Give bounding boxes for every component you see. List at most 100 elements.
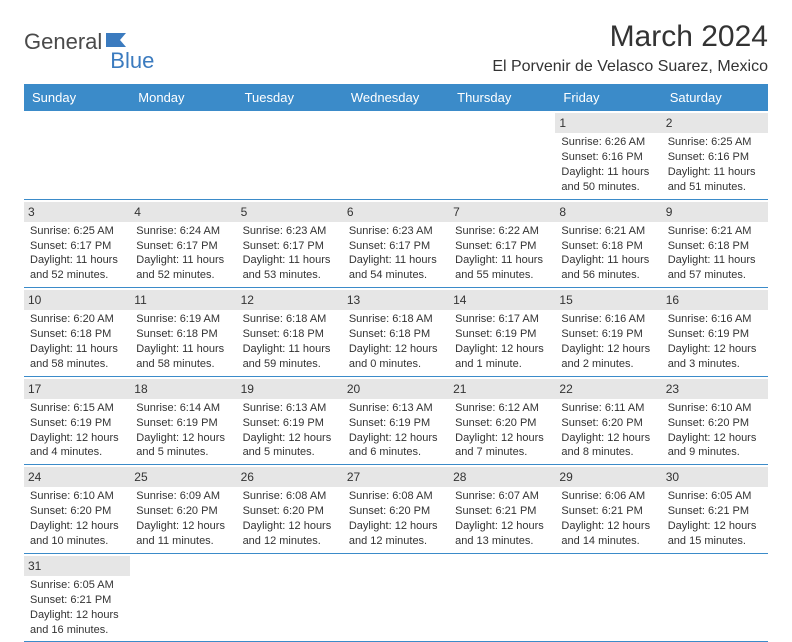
cell-daylight1: Daylight: 12 hours	[668, 519, 762, 534]
calendar-cell	[343, 111, 449, 199]
cell-daylight1: Daylight: 12 hours	[668, 342, 762, 357]
cell-sunrise: Sunrise: 6:21 AM	[668, 224, 762, 239]
day-number: 23	[662, 379, 768, 399]
calendar-week-row: 31Sunrise: 6:05 AMSunset: 6:21 PMDayligh…	[24, 553, 768, 642]
cell-daylight1: Daylight: 12 hours	[136, 431, 230, 446]
calendar-cell: 22Sunrise: 6:11 AMSunset: 6:20 PMDayligh…	[555, 376, 661, 465]
cell-daylight2: and 51 minutes.	[668, 180, 762, 195]
cell-daylight2: and 53 minutes.	[243, 268, 337, 283]
cell-sunset: Sunset: 6:17 PM	[243, 239, 337, 254]
calendar-cell: 20 Sunrise: 6:13 AMSunset: 6:19 PMDayligh…	[343, 376, 449, 465]
calendar-week-row: 17Sunrise: 6:15 AMSunset: 6:19 PMDayligh…	[24, 376, 768, 465]
calendar-cell: 2Sunrise: 6:25 AMSunset: 6:16 PMDaylight…	[662, 111, 768, 199]
calendar-body: 1Sunrise: 6:26 AMSunset: 6:16 PMDaylight…	[24, 111, 768, 642]
cell-daylight1: Daylight: 12 hours	[30, 431, 124, 446]
day-number: 9	[662, 202, 768, 222]
cell-daylight2: and 9 minutes.	[668, 445, 762, 460]
cell-daylight1: Daylight: 11 hours	[668, 165, 762, 180]
cell-sunset: Sunset: 6:21 PM	[561, 504, 655, 519]
cell-daylight2: and 1 minute.	[455, 357, 549, 372]
cell-daylight2: and 57 minutes.	[668, 268, 762, 283]
calendar-cell: 24Sunrise: 6:10 AMSunset: 6:20 PMDayligh…	[24, 465, 130, 554]
cell-sunset: Sunset: 6:20 PM	[136, 504, 230, 519]
month-title: March 2024	[492, 20, 768, 54]
calendar-cell	[449, 553, 555, 642]
cell-sunrise: Sunrise: 6:18 AM	[349, 312, 443, 327]
cell-sunrise: Sunrise: 6:15 AM	[30, 401, 124, 416]
cell-sunrise: Sunrise: 6:23 AM	[349, 224, 443, 239]
cell-daylight2: and 14 minutes.	[561, 534, 655, 549]
cell-daylight2: and 7 minutes.	[455, 445, 549, 460]
calendar-cell: 5Sunrise: 6:23 AMSunset: 6:17 PMDaylight…	[237, 199, 343, 288]
cell-daylight1: Daylight: 12 hours	[455, 342, 549, 357]
cell-sunset: Sunset: 6:19 PM	[455, 327, 549, 342]
cell-daylight1: Daylight: 12 hours	[136, 519, 230, 534]
cell-sunset: Sunset: 6:16 PM	[668, 150, 762, 165]
weekday-header: Monday	[130, 84, 236, 111]
cell-sunrise: Sunrise: 6:05 AM	[30, 578, 124, 593]
cell-daylight1: Daylight: 11 hours	[668, 253, 762, 268]
cell-sunrise: Sunrise: 6:16 AM	[668, 312, 762, 327]
cell-daylight2: and 12 minutes.	[349, 534, 443, 549]
cell-daylight1: Daylight: 12 hours	[349, 431, 443, 446]
day-number: 31	[24, 556, 130, 576]
calendar-cell	[130, 553, 236, 642]
cell-daylight1: Daylight: 12 hours	[455, 519, 549, 534]
day-number: 7	[449, 202, 555, 222]
calendar-cell: 31Sunrise: 6:05 AMSunset: 6:21 PMDayligh…	[24, 553, 130, 642]
cell-daylight2: and 8 minutes.	[561, 445, 655, 460]
calendar-cell: 7Sunrise: 6:22 AMSunset: 6:17 PMDaylight…	[449, 199, 555, 288]
weekday-header: Tuesday	[237, 84, 343, 111]
location-text: El Porvenir de Velasco Suarez, Mexico	[492, 58, 768, 76]
cell-sunrise: Sunrise: 6:13 AM	[243, 401, 337, 416]
calendar-cell	[343, 553, 449, 642]
cell-sunrise: Sunrise: 6:26 AM	[561, 135, 655, 150]
calendar-cell: 4Sunrise: 6:24 AMSunset: 6:17 PMDaylight…	[130, 199, 236, 288]
cell-sunrise: Sunrise: 6:25 AM	[30, 224, 124, 239]
calendar-cell	[237, 111, 343, 199]
day-number: 5	[237, 202, 343, 222]
calendar-cell	[449, 111, 555, 199]
calendar-cell: 12Sunrise: 6:18 AMSunset: 6:18 PMDayligh…	[237, 288, 343, 377]
cell-daylight1: Daylight: 12 hours	[243, 519, 337, 534]
calendar-cell: 6Sunrise: 6:23 AMSunset: 6:17 PMDaylight…	[343, 199, 449, 288]
cell-daylight1: Daylight: 11 hours	[243, 342, 337, 357]
calendar-cell: 19Sunrise: 6:13 AMSunset: 6:19 PMDayligh…	[237, 376, 343, 465]
cell-daylight2: and 58 minutes.	[30, 357, 124, 372]
day-number: 26	[237, 467, 343, 487]
logo-text-general: General	[24, 29, 102, 55]
cell-sunrise: Sunrise: 6:08 AM	[349, 489, 443, 504]
calendar-cell: 14Sunrise: 6:17 AMSunset: 6:19 PMDayligh…	[449, 288, 555, 377]
cell-sunset: Sunset: 6:18 PM	[30, 327, 124, 342]
cell-daylight1: Daylight: 11 hours	[349, 253, 443, 268]
cell-daylight1: Daylight: 11 hours	[30, 342, 124, 357]
title-block: March 2024 El Porvenir de Velasco Suarez…	[492, 20, 768, 76]
calendar-header-row: SundayMondayTuesdayWednesdayThursdayFrid…	[24, 84, 768, 111]
calendar-cell: 13Sunrise: 6:18 AMSunset: 6:18 PMDayligh…	[343, 288, 449, 377]
cell-sunrise: Sunrise: 6:09 AM	[136, 489, 230, 504]
cell-sunset: Sunset: 6:19 PM	[349, 416, 443, 431]
cell-sunrise: Sunrise: 6:05 AM	[668, 489, 762, 504]
cell-sunrise: Sunrise: 6:13 AM	[349, 401, 443, 416]
day-number: 14	[449, 290, 555, 310]
cell-sunset: Sunset: 6:17 PM	[30, 239, 124, 254]
calendar-week-row: 24Sunrise: 6:10 AMSunset: 6:20 PMDayligh…	[24, 465, 768, 554]
cell-daylight2: and 55 minutes.	[455, 268, 549, 283]
cell-sunrise: Sunrise: 6:23 AM	[243, 224, 337, 239]
calendar-cell	[662, 553, 768, 642]
cell-sunrise: Sunrise: 6:19 AM	[136, 312, 230, 327]
cell-sunset: Sunset: 6:18 PM	[349, 327, 443, 342]
cell-daylight1: Daylight: 12 hours	[668, 431, 762, 446]
calendar-cell: 1Sunrise: 6:26 AMSunset: 6:16 PMDaylight…	[555, 111, 661, 199]
calendar-week-row: 10Sunrise: 6:20 AMSunset: 6:18 PMDayligh…	[24, 288, 768, 377]
cell-sunrise: Sunrise: 6:16 AM	[561, 312, 655, 327]
day-number: 27	[343, 467, 449, 487]
cell-sunrise: Sunrise: 6:08 AM	[243, 489, 337, 504]
cell-sunset: Sunset: 6:19 PM	[561, 327, 655, 342]
cell-sunset: Sunset: 6:19 PM	[30, 416, 124, 431]
cell-sunrise: Sunrise: 6:25 AM	[668, 135, 762, 150]
cell-sunset: Sunset: 6:19 PM	[136, 416, 230, 431]
cell-daylight2: and 2 minutes.	[561, 357, 655, 372]
day-number: 20	[343, 379, 449, 399]
day-number: 6	[343, 202, 449, 222]
